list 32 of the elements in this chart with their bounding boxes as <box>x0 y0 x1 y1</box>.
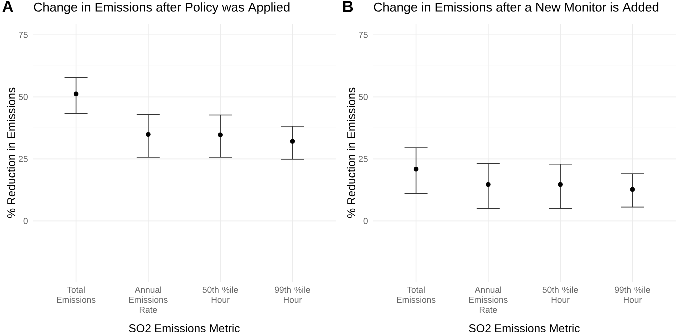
x-tick-label: 50th %ile Hour <box>202 286 238 304</box>
x-axis-title: SO2 Emissions Metric <box>129 324 240 333</box>
x-tick-label: 50th %ile Hour <box>542 286 578 304</box>
point <box>414 166 419 172</box>
point <box>74 92 79 97</box>
text: B <box>343 1 354 12</box>
x-tick-label: Annual Emissions Rate <box>129 286 168 314</box>
chart-title: Change in Emissions after Policy was Applied <box>34 2 290 14</box>
point <box>558 182 563 188</box>
x-tick-label: 99th %ile Hour <box>275 286 310 304</box>
x-axis-title: SO2 Emissions Metric <box>469 324 580 333</box>
x-tick-label: Total Emissions <box>397 286 436 304</box>
y-tick-label: 75 <box>359 32 368 38</box>
y-tick-label: 50 <box>19 94 28 100</box>
y-axis-title: % Reduction in Emissions <box>7 88 16 218</box>
chart-title: Change in Emissions after a New Monitor is Added <box>374 2 659 14</box>
point <box>146 132 151 138</box>
x-tick-label: 99th %ile Hour <box>615 286 650 304</box>
y-tick-label: 75 <box>19 32 28 38</box>
y-tick-label: 0 <box>364 218 368 224</box>
y-axis-title: % Reduction in Emissions <box>347 88 356 218</box>
text: A <box>2 1 14 12</box>
x-tick-label: Annual Emissions Rate <box>469 286 508 314</box>
point <box>630 187 636 192</box>
y-tick-label: 50 <box>359 94 368 100</box>
point <box>486 182 491 188</box>
x-tick-label: Total Emissions <box>57 286 96 304</box>
y-tick-label: 25 <box>19 156 28 162</box>
point <box>290 139 296 144</box>
point <box>218 132 223 138</box>
y-tick-label: 0 <box>24 218 28 224</box>
y-tick-label: 25 <box>359 156 368 162</box>
